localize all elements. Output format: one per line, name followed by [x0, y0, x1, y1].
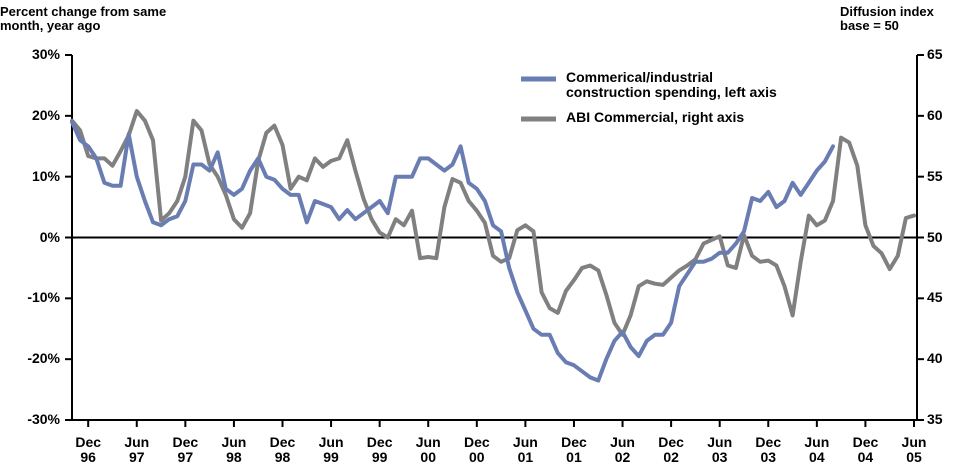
- y-tick-label: -20%: [27, 350, 60, 367]
- y2-tick-label: 50: [927, 228, 943, 245]
- x-tick-label: Jun 00: [415, 434, 441, 465]
- legend-label: Commerical/industrial construction spend…: [566, 69, 777, 100]
- x-tick-label: Jun 03: [707, 434, 733, 465]
- y2-tick-label: 40: [927, 350, 943, 367]
- x-tick-label: Dec 04: [852, 434, 879, 465]
- x-tick-label: Jun 99: [318, 434, 344, 465]
- x-tick-label: Dec 96: [75, 434, 102, 465]
- x-tick-label: Jun 01: [512, 434, 538, 465]
- x-tick-label: Dec 01: [561, 434, 587, 465]
- x-tick-label: Jun 98: [221, 434, 247, 465]
- y-axis-title: Percent change from same month, year ago: [0, 4, 167, 33]
- legend-label: ABI Commercial, right axis: [566, 109, 745, 125]
- y2-tick-label: 55: [927, 167, 943, 184]
- x-tick-label: Dec 97: [172, 434, 199, 465]
- y-tick-label: -30%: [27, 411, 60, 427]
- y-tick-label: -10%: [27, 289, 60, 306]
- series-line: [70, 119, 835, 383]
- y-tick-label: 30%: [31, 46, 60, 62]
- x-tick-label: Dec 99: [366, 434, 393, 465]
- y2-tick-label: 35: [927, 411, 943, 427]
- y2-tick-label: 65: [927, 46, 943, 62]
- x-tick-label: Dec 98: [269, 434, 296, 465]
- x-tick-label: Dec 03: [755, 434, 782, 465]
- x-tick-label: Jun 97: [124, 434, 150, 465]
- y2-tick-label: 45: [927, 289, 943, 306]
- y-tick-label: 0%: [39, 228, 60, 245]
- x-tick-label: Jun 02: [610, 434, 635, 465]
- y-tick-label: 10%: [31, 167, 60, 184]
- x-tick-label: Jun 04: [804, 434, 830, 465]
- y2-tick-label: 60: [927, 106, 943, 123]
- x-tick-label: Jun 05: [901, 434, 927, 465]
- y2-axis-title: Diffusion index base = 50: [840, 4, 934, 33]
- x-tick-label: Dec 02: [658, 434, 684, 465]
- y-tick-label: 20%: [31, 106, 60, 123]
- x-tick-label: Dec 00: [463, 434, 490, 465]
